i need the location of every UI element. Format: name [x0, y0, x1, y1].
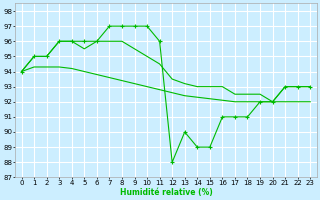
X-axis label: Humidité relative (%): Humidité relative (%) [119, 188, 212, 197]
